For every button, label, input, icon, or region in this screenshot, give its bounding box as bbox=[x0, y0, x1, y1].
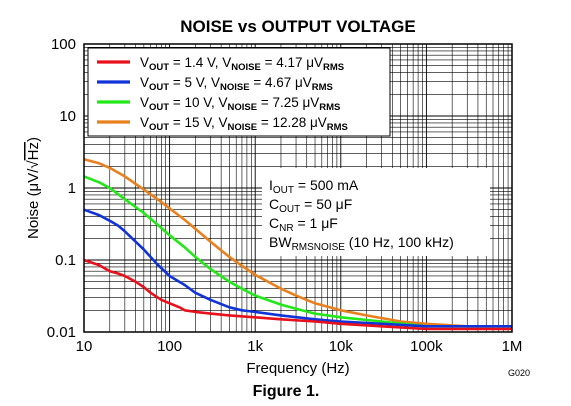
graph-code: G020 bbox=[508, 368, 530, 378]
legend: VOUT = 1.4 V, VNOISE = 4.17 μVRMS VOUT = … bbox=[87, 47, 391, 137]
y-tick-label: 100 bbox=[51, 36, 76, 53]
legend-entry: VOUT = 15 V, VNOISE = 12.28 μVRMS bbox=[140, 115, 348, 133]
condition-line: IOUT = 500 mA bbox=[269, 177, 359, 196]
x-tick-label: 1M bbox=[502, 338, 523, 355]
condition-line: BWRMSNOISE (10 Hz, 100 kHz) bbox=[269, 234, 454, 253]
x-axis-label: Frequency (Hz) bbox=[246, 360, 349, 377]
condition-line: COUT = 50 μF bbox=[269, 196, 352, 215]
figure-caption: Figure 1. bbox=[253, 383, 320, 400]
y-tick-label: 0.1 bbox=[55, 252, 76, 269]
condition-line: CNR = 1 μF bbox=[269, 215, 338, 234]
series-line bbox=[83, 208, 512, 328]
series-line bbox=[83, 258, 512, 331]
chart-title: NOISE vs OUTPUT VOLTAGE bbox=[180, 17, 416, 36]
legend-box bbox=[87, 47, 391, 137]
x-tick-labels: 10 100 1k 10k 100k 1M bbox=[76, 338, 523, 355]
conditions-box bbox=[262, 168, 490, 256]
legend-entry: VOUT = 10 V, VNOISE = 7.25 μVRMS bbox=[140, 95, 340, 113]
x-tick-label: 100 bbox=[157, 338, 182, 355]
series-line bbox=[83, 158, 512, 328]
y-axis-label: Noise (μV/√Hz) bbox=[25, 137, 42, 239]
legend-entry: VOUT = 1.4 V, VNOISE = 4.17 μVRMS bbox=[140, 55, 344, 73]
legend-entry: VOUT = 5 V, VNOISE = 4.67 μVRMS bbox=[140, 75, 333, 93]
x-tick-label: 10 bbox=[76, 338, 93, 355]
plot-frame bbox=[83, 43, 513, 333]
x-tick-label: 100k bbox=[410, 338, 443, 355]
series-line bbox=[83, 175, 512, 328]
y-tick-label: 10 bbox=[59, 108, 76, 125]
y-tick-labels: 0.01 0.1 1 10 100 bbox=[47, 36, 76, 341]
x-tick-label: 10k bbox=[329, 338, 354, 355]
y-tick-label: 0.01 bbox=[47, 324, 76, 341]
series-lines bbox=[83, 158, 512, 331]
x-tick-label: 1k bbox=[247, 338, 263, 355]
y-tick-label: 1 bbox=[68, 180, 76, 197]
